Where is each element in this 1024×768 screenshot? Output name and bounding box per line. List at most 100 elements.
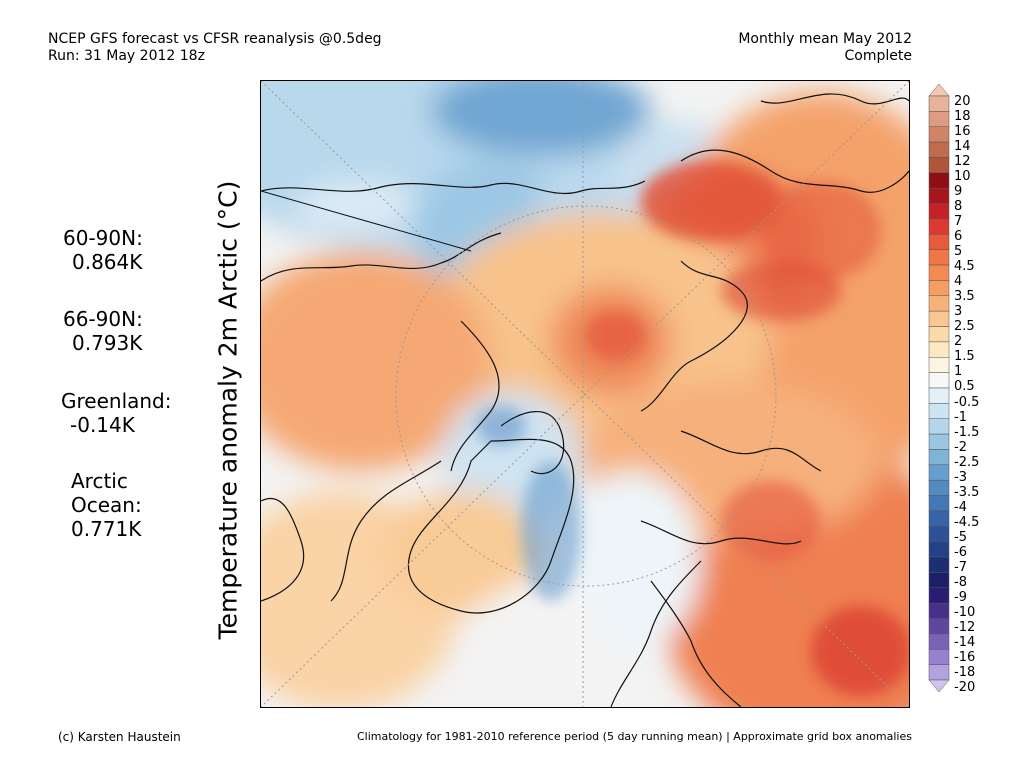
title-line-2: Run: 31 May 2012 18z [48, 48, 205, 64]
colorbar-tick-label: -1.5 [954, 424, 980, 440]
colorbar-tick-label: 14 [954, 139, 971, 155]
colorbar-swatch [928, 449, 950, 466]
colorbar-swatch [928, 234, 950, 250]
colorbar-tick-label: 16 [954, 124, 971, 140]
colorbar-tick-label: -2 [954, 439, 967, 455]
colorbar-swatch [928, 602, 950, 619]
copyright: (c) Karsten Haustein [58, 730, 181, 744]
colorbar-tick-label: 4.5 [954, 259, 975, 275]
colorbar-tick-label: -14 [954, 634, 976, 650]
colorbar-swatch [928, 526, 950, 542]
stat-label-2: Ocean: [71, 493, 142, 517]
colorbar-swatch [928, 372, 950, 389]
colorbar-tick-label: -9 [954, 589, 967, 605]
colorbar-tick-label: 10 [954, 169, 971, 185]
colorbar-tick-label: -2.5 [954, 454, 980, 470]
colorbar-swatch [928, 556, 950, 573]
colorbar-swatch [928, 187, 950, 204]
colorbar-tick-label: 9 [954, 184, 963, 200]
colorbar-swatch [928, 341, 950, 358]
colorbar-tick-label: 6 [954, 229, 963, 245]
stat-label: 60-90N: [63, 226, 143, 250]
colorbar-swatch [928, 679, 950, 693]
colorbar-swatch [928, 264, 950, 281]
colorbar-swatch [928, 479, 950, 496]
title-line-1: NCEP GFS forecast vs CFSR reanalysis @0.… [48, 31, 382, 47]
colorbar-tick-label: -5 [954, 529, 967, 545]
stat-label: Arctic [71, 469, 128, 493]
stat-greenland: Greenland: -0.14K [61, 389, 172, 437]
colorbar-swatch [928, 95, 950, 112]
colorbar-swatch [928, 541, 950, 558]
colorbar-swatch [928, 403, 950, 419]
colorbar-swatch [928, 464, 950, 481]
colorbar-swatch [928, 83, 950, 97]
colorbar-swatch [928, 310, 950, 327]
colorbar-tick-label: -20 [954, 680, 976, 695]
colorbar-swatch [928, 249, 950, 266]
anomaly-map [260, 80, 910, 708]
colorbar-swatch [928, 141, 950, 158]
colorbar-tick-label: -12 [954, 619, 976, 635]
colorbar-swatch [928, 157, 950, 174]
colorbar-tick-label: -18 [954, 664, 976, 680]
colorbar-tick-label: 4 [954, 274, 963, 290]
colorbar-swatch [928, 357, 950, 373]
colorbar-tick-label: 12 [954, 154, 971, 170]
colorbar-tick-label: 8 [954, 199, 963, 215]
colorbar-tick-label: -4.5 [954, 514, 980, 530]
colorbar-tick-label: -4 [954, 499, 967, 515]
colorbar-swatch [928, 495, 950, 512]
colorbar-tick-label: -10 [954, 604, 976, 620]
colorbar-swatch [928, 203, 950, 220]
colorbar-swatch [928, 633, 950, 650]
colorbar-tick-label: -6 [954, 544, 967, 560]
stat-label: Greenland: [61, 389, 172, 413]
colorbar-swatch [928, 111, 950, 127]
period-line-1: Monthly mean May 2012 [738, 31, 912, 47]
colorbar-swatch [928, 126, 950, 143]
stat-value: 0.771K [71, 517, 142, 541]
colorbar-swatch [928, 664, 950, 681]
colorbar-swatch [928, 572, 950, 589]
colorbar-tick-label: -3.5 [954, 484, 980, 500]
colorbar-swatch [928, 618, 950, 635]
stat-66-90n: 66-90N: 0.793K [63, 307, 143, 355]
colorbar-tick-label: -0.5 [954, 394, 980, 410]
colorbar-title: Temperature anomaly 2m Arctic (°C) [213, 180, 243, 640]
colorbar-tick-label: 5 [954, 244, 963, 260]
stat-value: 0.864K [72, 250, 143, 274]
colorbar-swatch [928, 326, 950, 343]
colorbar-tick-label: -16 [954, 649, 976, 665]
colorbar-tick-label: 7 [954, 214, 963, 230]
colorbar-tick-label: 0.5 [954, 379, 975, 395]
colorbar-tick-label: 3.5 [954, 289, 975, 305]
climatology-note: Climatology for 1981-2010 reference peri… [356, 730, 912, 743]
stat-60-90n: 60-90N: 0.864K [63, 226, 143, 274]
colorbar-swatch [928, 295, 950, 312]
colorbar-tick-label: 3 [954, 304, 963, 320]
colorbar-tick-label: 1 [954, 364, 963, 380]
colorbar-swatch [928, 218, 950, 235]
colorbar-swatch [928, 418, 950, 435]
colorbar-swatch [928, 649, 950, 665]
stat-label: 66-90N: [63, 307, 143, 331]
colorbar-tick-label: 2 [954, 334, 963, 350]
map-period: Monthly mean May 2012 Complete [738, 31, 912, 65]
colorbar [928, 83, 950, 708]
colorbar-tick-label: -7 [954, 559, 967, 575]
colorbar-swatch [928, 433, 950, 450]
colorbar-tick-label: -1 [954, 409, 967, 425]
colorbar-tick-label: -3 [954, 469, 967, 485]
colorbar-swatch [928, 280, 950, 297]
colorbar-swatch [928, 510, 950, 527]
colorbar-swatch [928, 387, 950, 404]
coastlines [261, 93, 909, 707]
colorbar-tick-label: 20 [954, 94, 971, 109]
stat-value: -0.14K [70, 413, 135, 437]
colorbar-swatch [928, 172, 950, 189]
period-line-2: Complete [844, 48, 912, 64]
stat-arctic-ocean: Arctic Ocean: 0.771K [71, 469, 142, 541]
map-title: NCEP GFS forecast vs CFSR reanalysis @0.… [48, 31, 382, 65]
colorbar-swatch [928, 587, 950, 604]
